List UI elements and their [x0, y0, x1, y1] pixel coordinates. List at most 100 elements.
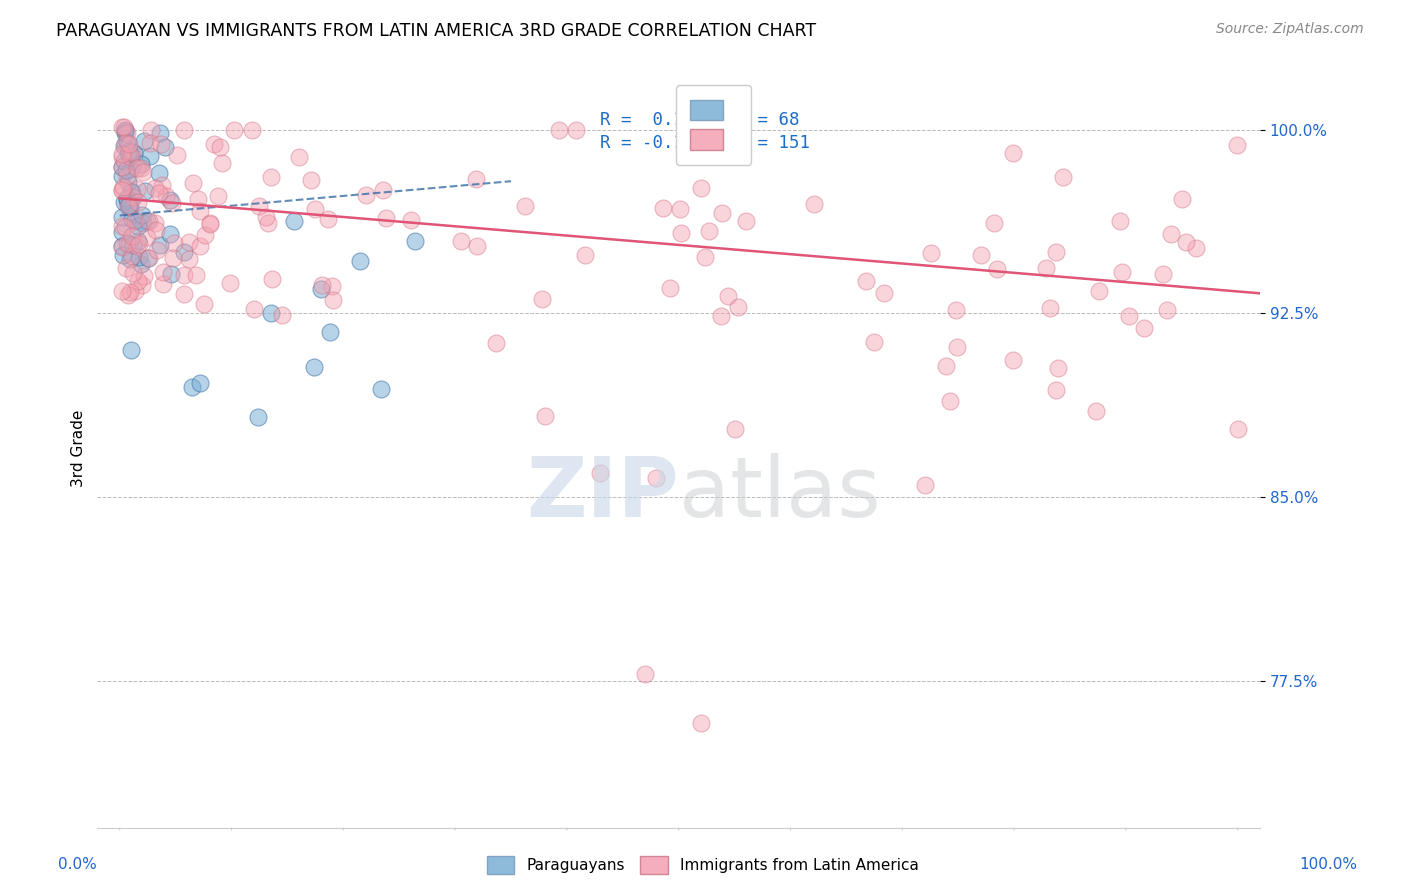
Point — [128, 250, 150, 264]
Point — [128, 236, 150, 251]
Point — [111, 120, 134, 134]
Point — [1133, 321, 1156, 335]
Point — [118, 200, 141, 214]
Point — [138, 251, 160, 265]
Point — [179, 252, 201, 266]
Point — [111, 169, 134, 183]
Point — [112, 248, 135, 262]
Point — [983, 216, 1005, 230]
Point — [224, 123, 246, 137]
Point — [260, 306, 283, 320]
Point — [132, 215, 155, 229]
Point — [111, 183, 134, 197]
Point — [669, 226, 692, 240]
Point — [513, 199, 536, 213]
Text: Source: ZipAtlas.com: Source: ZipAtlas.com — [1216, 22, 1364, 37]
Point — [589, 466, 612, 480]
Point — [723, 422, 745, 436]
Point — [181, 176, 204, 190]
Point — [115, 163, 138, 178]
Point — [370, 382, 392, 396]
Point — [1111, 265, 1133, 279]
Point — [207, 188, 229, 202]
Point — [311, 277, 333, 292]
Point — [124, 214, 146, 228]
Point — [122, 238, 145, 252]
Point — [152, 277, 174, 291]
Point — [548, 122, 571, 136]
Point — [153, 140, 176, 154]
Point — [202, 136, 225, 151]
Point — [690, 181, 713, 195]
Point — [259, 169, 281, 184]
Point — [114, 127, 136, 141]
Point — [132, 268, 155, 283]
Point — [159, 193, 181, 207]
Point — [131, 208, 153, 222]
Point — [121, 189, 143, 203]
Point — [114, 122, 136, 136]
Point — [120, 200, 142, 214]
Point — [1052, 170, 1074, 185]
Point — [111, 161, 134, 175]
Point — [254, 211, 277, 225]
Point — [117, 146, 139, 161]
Point — [122, 145, 145, 160]
Point — [173, 244, 195, 259]
Point — [117, 288, 139, 302]
Point — [112, 139, 135, 153]
Point — [188, 239, 211, 253]
Point — [111, 160, 134, 174]
Point — [914, 478, 936, 492]
Point — [138, 136, 160, 151]
Point — [1002, 353, 1025, 368]
Point — [1226, 422, 1249, 436]
Point — [152, 265, 174, 279]
Point — [127, 195, 149, 210]
Point — [669, 202, 692, 216]
Point — [129, 257, 152, 271]
Point — [118, 192, 141, 206]
Point — [118, 146, 141, 161]
Point — [945, 340, 967, 354]
Point — [112, 120, 135, 135]
Point — [159, 227, 181, 242]
Point — [173, 122, 195, 136]
Point — [122, 266, 145, 280]
Point — [160, 196, 183, 211]
Point — [247, 199, 270, 213]
Point — [115, 169, 138, 183]
Point — [301, 173, 323, 187]
Point — [193, 297, 215, 311]
Point — [257, 216, 280, 230]
Point — [1175, 235, 1198, 250]
Point — [190, 376, 212, 390]
Point — [173, 268, 195, 283]
Point — [127, 182, 149, 196]
Point — [450, 234, 472, 248]
Point — [111, 240, 134, 254]
Point — [163, 236, 186, 251]
Point — [262, 272, 284, 286]
Point — [166, 148, 188, 162]
Point — [111, 180, 134, 194]
Point — [122, 189, 145, 203]
Point — [114, 219, 136, 234]
Text: atlas: atlas — [679, 453, 880, 534]
Point — [136, 251, 159, 265]
Point — [404, 234, 426, 248]
Point — [939, 394, 962, 409]
Point — [1035, 260, 1057, 275]
Point — [177, 235, 200, 249]
Point — [194, 227, 217, 242]
Point — [855, 274, 877, 288]
Point — [149, 126, 172, 140]
Point — [803, 197, 825, 211]
Point — [309, 282, 332, 296]
Text: PARAGUAYAN VS IMMIGRANTS FROM LATIN AMERICA 3RD GRADE CORRELATION CHART: PARAGUAYAN VS IMMIGRANTS FROM LATIN AMER… — [56, 22, 817, 40]
Text: ZIP: ZIP — [526, 453, 679, 534]
Point — [132, 165, 155, 179]
Point — [129, 157, 152, 171]
Point — [1045, 245, 1067, 260]
Point — [187, 192, 209, 206]
